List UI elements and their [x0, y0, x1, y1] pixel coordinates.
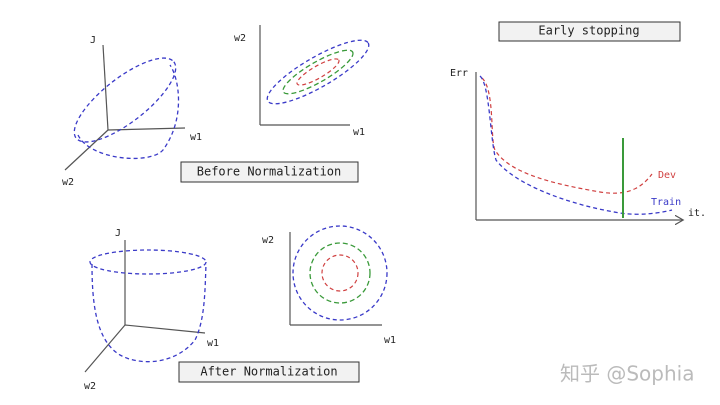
early-stopping-plot: Err it. Dev Train — [450, 68, 706, 220]
label: it. — [688, 208, 706, 219]
label: w2 — [62, 177, 74, 188]
contour — [309, 242, 371, 304]
watermark: 知乎 @Sophia — [560, 362, 694, 386]
label: w2 — [262, 235, 274, 246]
caption: After Normalization — [200, 365, 337, 379]
contour — [296, 58, 340, 86]
bowl — [91, 263, 207, 363]
train-curve — [479, 75, 673, 215]
title-box — [498, 21, 681, 42]
label: w1 — [353, 127, 365, 138]
caption-box — [180, 161, 359, 183]
after-surface: J w1 w2 — [84, 228, 219, 392]
label: J — [115, 228, 121, 239]
contour — [321, 254, 359, 292]
bowl — [77, 64, 180, 160]
label: Dev — [658, 170, 676, 181]
axis — [84, 324, 126, 373]
label: w2 — [234, 33, 246, 44]
label: w1 — [190, 132, 202, 143]
label: w1 — [384, 335, 396, 346]
label: Train — [651, 197, 681, 208]
contour — [292, 225, 388, 321]
before-surface: J w1 w2 — [62, 35, 202, 188]
label: J — [90, 35, 96, 46]
dev-curve — [481, 77, 653, 194]
contour — [266, 39, 370, 105]
label: Err — [450, 68, 468, 79]
after-contour: w2 w1 — [262, 225, 396, 346]
axis — [124, 324, 206, 334]
title: Early stopping — [538, 24, 639, 38]
contour — [282, 49, 354, 95]
axis — [64, 129, 109, 171]
caption: Before Normalization — [197, 165, 342, 179]
label: w1 — [207, 338, 219, 349]
axis — [102, 44, 109, 131]
bowl-rim — [73, 57, 177, 143]
caption-box — [178, 361, 360, 383]
label: w2 — [84, 381, 96, 392]
bowl-rim — [89, 249, 207, 275]
before-contour: w2 w1 — [234, 25, 370, 138]
